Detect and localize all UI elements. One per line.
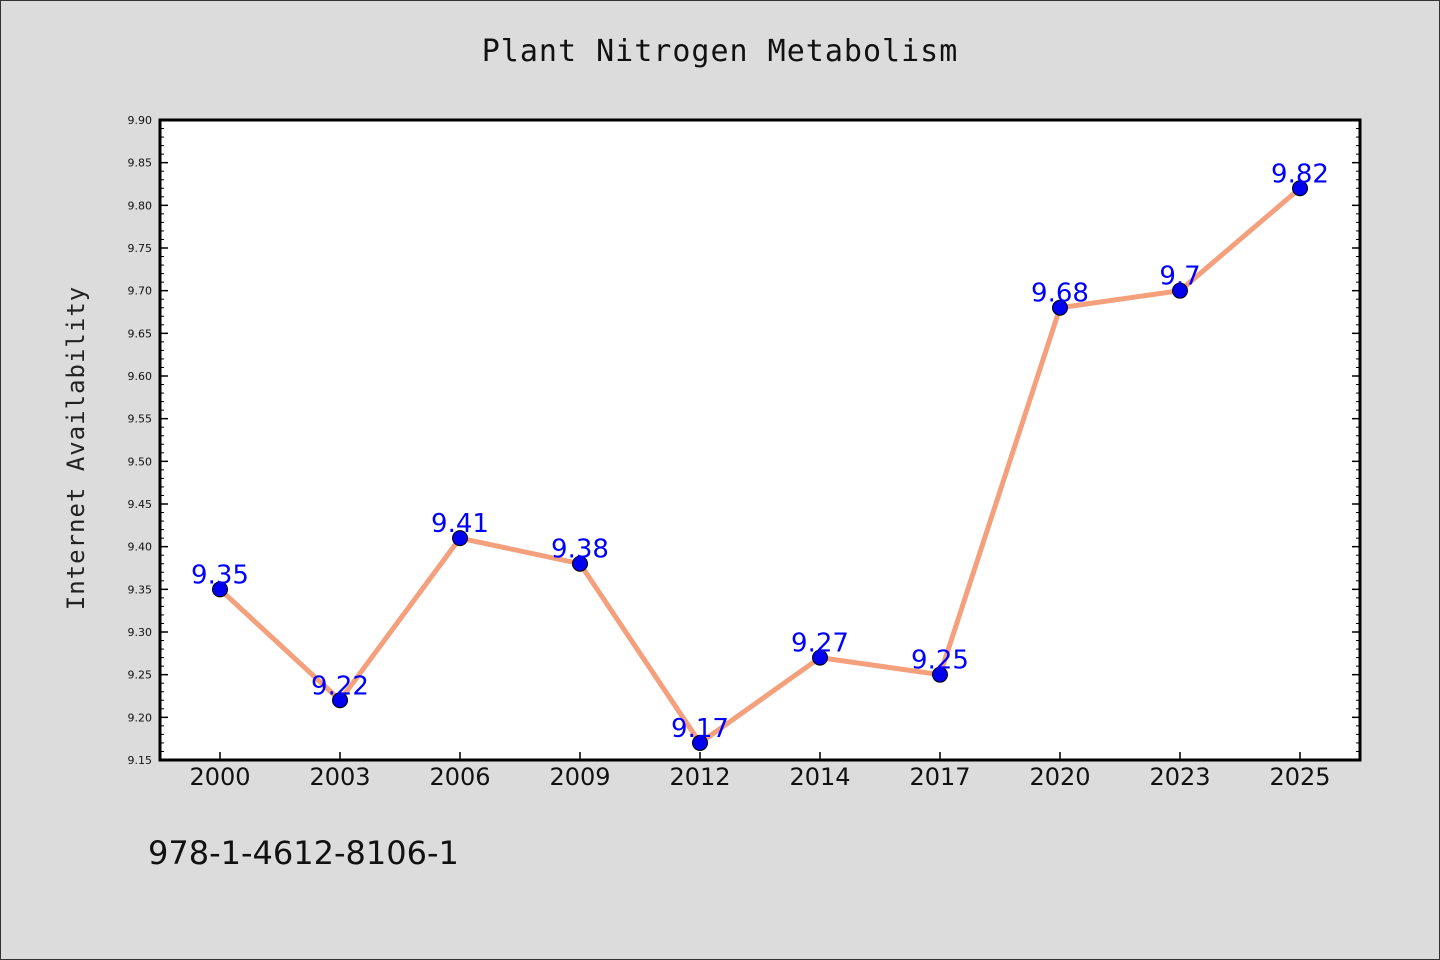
y-tick-label: 9.80 [128, 199, 153, 212]
data-point [1292, 180, 1308, 197]
data-point [332, 692, 348, 709]
data-label: 9.27 [791, 629, 849, 659]
footer-code: 978-1-4612-8106-1 [148, 834, 459, 872]
data-point [452, 530, 468, 547]
data-point [932, 666, 948, 683]
data-label: 9.38 [551, 535, 609, 565]
x-tick-label: 2017 [909, 763, 970, 791]
data-label: 9.25 [911, 646, 969, 676]
x-tick-label: 2025 [1269, 763, 1330, 791]
y-tick-label: 9.45 [128, 498, 153, 511]
y-tick-label: 9.70 [128, 285, 153, 298]
data-point [212, 581, 228, 598]
data-point [692, 734, 708, 751]
x-tick-label: 2003 [309, 763, 370, 791]
data-label: 9.17 [671, 714, 729, 744]
y-tick-label: 9.35 [128, 583, 153, 596]
data-label: 9.22 [311, 671, 369, 701]
y-tick-label: 9.65 [128, 327, 153, 340]
chart-title: Plant Nitrogen Metabolism [481, 34, 959, 69]
x-tick-label: 2006 [429, 763, 490, 791]
data-point [1172, 282, 1188, 299]
plot-area [158, 118, 1362, 762]
y-tick-label: 9.40 [128, 541, 153, 554]
x-tick-label: 2023 [1149, 763, 1210, 791]
x-tick-label: 2020 [1029, 763, 1090, 791]
data-label: 9.7 [1159, 262, 1200, 292]
y-tick-label: 9.60 [128, 370, 153, 383]
x-tick-label: 2012 [669, 763, 730, 791]
y-tick-label: 9.75 [128, 242, 153, 255]
x-tick-label: 2014 [789, 763, 850, 791]
y-tick-label: 9.50 [128, 455, 153, 468]
y-tick-label: 9.20 [128, 711, 153, 724]
y-tick-label: 9.85 [128, 157, 153, 170]
y-tick-label: 9.30 [128, 626, 153, 639]
x-tick-label: 2000 [189, 763, 250, 791]
data-label: 9.68 [1031, 279, 1089, 309]
data-point [812, 649, 828, 666]
y-tick-label: 9.90 [128, 114, 153, 127]
data-label: 9.41 [431, 509, 489, 539]
data-point [1052, 299, 1068, 316]
y-tick-label: 9.15 [128, 754, 153, 767]
data-label: 9.35 [191, 560, 249, 590]
series-line [218, 186, 1302, 746]
y-tick-label: 9.55 [128, 413, 153, 426]
y-tick-label: 9.25 [128, 669, 153, 682]
data-point [572, 555, 588, 572]
data-label: 9.82 [1271, 159, 1329, 189]
x-tick-label: 2009 [549, 763, 610, 791]
